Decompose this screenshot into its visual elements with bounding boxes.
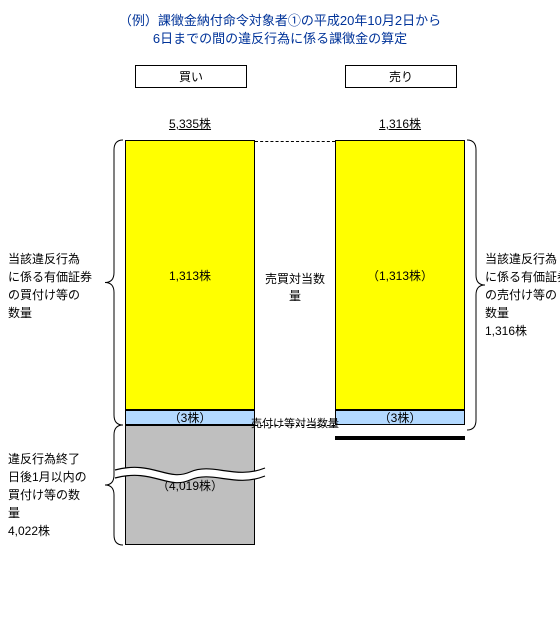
sell-bottom-border [335, 436, 465, 440]
sell-header: 売り [345, 65, 457, 88]
buy-segment-label-1: （3株） [169, 409, 212, 426]
sell-segment-label-1: （3株） [379, 409, 422, 426]
sell-segment-label-0: （1,313株） [367, 267, 433, 284]
tear-mark [115, 460, 265, 490]
left-note-lower: 違反行為終了 日後1月以内の 買付け等の数 量 4,022株 [8, 450, 103, 540]
sell-segment-1: （3株） [335, 410, 465, 425]
title-line2: 6日までの間の違反行為に係る課徴金の算定 [0, 28, 560, 47]
mid-label-lower: 売付け等対当数量 [245, 415, 345, 431]
left-note-upper: 当該違反行為 に係る有価証券 の買付け等の 数量 [8, 250, 103, 322]
mid-label-upper: 売買対当数量 [260, 270, 330, 304]
sell-segment-0: （1,313株） [335, 140, 465, 410]
left-brace-upper [105, 140, 123, 425]
buy-total: 5,335株 [125, 115, 255, 132]
buy-segment-1: （3株） [125, 410, 255, 425]
buy-segment-0: 1,313株 [125, 140, 255, 410]
right-brace [467, 140, 485, 430]
sell-total: 1,316株 [335, 115, 465, 132]
dashed-line-top [255, 141, 335, 142]
right-note: 当該違反行為 に係る有価証券 の売付け等の 数量 1,316株 [485, 250, 560, 340]
title-line1: （例）課徴金納付命令対象者①の平成20年10月2日から [0, 10, 560, 29]
buy-segment-label-0: 1,313株 [169, 267, 211, 284]
buy-header: 買い [135, 65, 247, 88]
